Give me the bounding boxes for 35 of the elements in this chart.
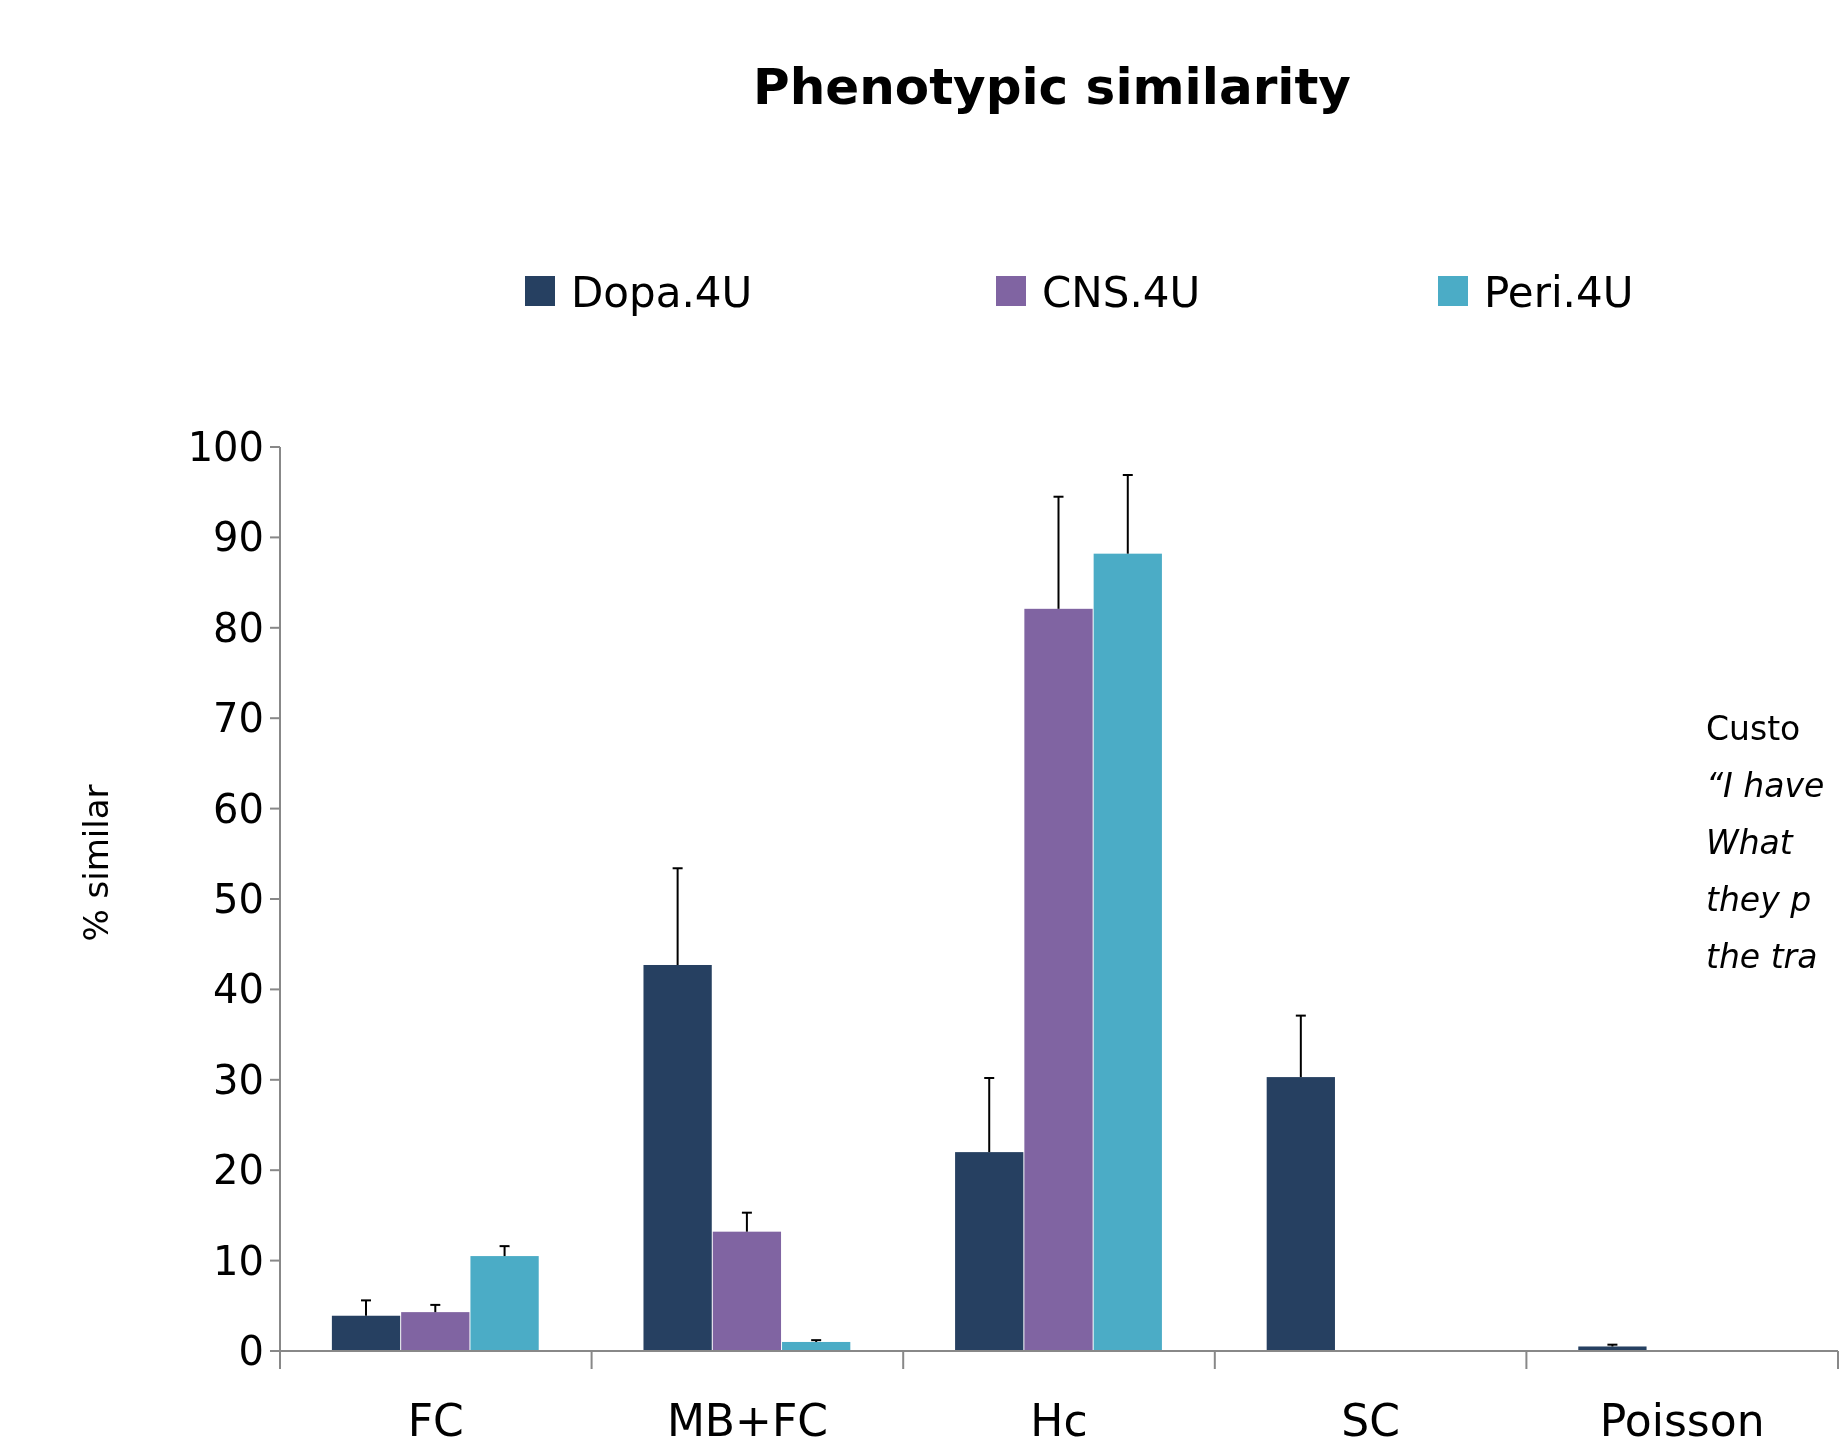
x-tick-label: MB+FC [666, 1395, 828, 1441]
y-tick-label: 30 [213, 1056, 264, 1103]
y-tick-label: 90 [213, 514, 264, 561]
legend-label: Dopa.4U [571, 267, 753, 317]
y-tick-label: 70 [213, 695, 264, 742]
y-tick-label: 100 [187, 424, 264, 470]
x-tick-label: Poisson [1599, 1395, 1765, 1441]
legend-label: Peri.4U [1484, 267, 1634, 317]
y-tick-label: 60 [213, 785, 264, 832]
x-tick-label: FC [407, 1395, 464, 1441]
chart-title: Phenotypic similarity [753, 58, 1351, 116]
y-tick-label: 80 [213, 604, 264, 651]
bar [1024, 608, 1093, 1351]
bar [643, 964, 712, 1351]
bar [712, 1231, 782, 1351]
x-tick-label: SC [1341, 1395, 1400, 1441]
bar [331, 1315, 401, 1351]
annotation: “I have [1706, 766, 1825, 805]
y-tick-label: 50 [213, 876, 264, 922]
y-axis-title: % similar [76, 784, 116, 942]
annotation: they p [1706, 880, 1812, 919]
annotation: Custo [1706, 709, 1801, 748]
bar [955, 1152, 1024, 1351]
y-tick-label: 0 [238, 1328, 264, 1374]
bar [470, 1256, 539, 1351]
y-tick-label: 20 [213, 1147, 264, 1194]
y-tick-label: 10 [213, 1237, 264, 1284]
legend-label: CNS.4U [1042, 267, 1201, 317]
annotation: the tra [1706, 937, 1818, 976]
y-tick-label: 40 [213, 966, 264, 1013]
bar [401, 1312, 470, 1351]
x-tick-label: Hc [1030, 1395, 1088, 1441]
annotation: What [1706, 823, 1794, 862]
bar [1266, 1077, 1335, 1351]
bar [1093, 553, 1162, 1351]
